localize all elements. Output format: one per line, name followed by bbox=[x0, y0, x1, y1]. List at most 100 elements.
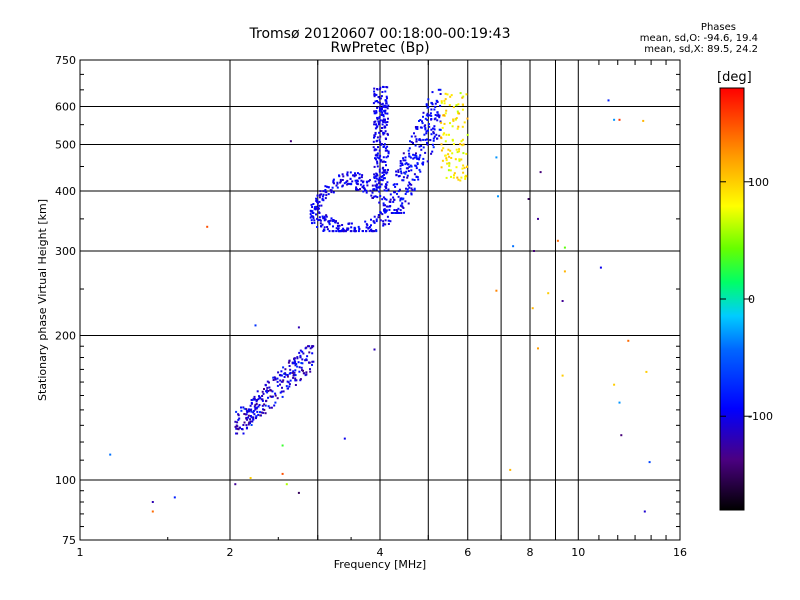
y-tick-label: 750 bbox=[55, 54, 76, 67]
cluster-point bbox=[441, 159, 444, 162]
cluster-point bbox=[462, 152, 465, 155]
cluster-point bbox=[379, 178, 382, 181]
cluster-point bbox=[384, 147, 387, 150]
cluster-point bbox=[325, 191, 328, 194]
cluster-point bbox=[277, 371, 280, 374]
cluster-point bbox=[404, 193, 407, 195]
cluster-point bbox=[317, 208, 319, 211]
cluster-point bbox=[379, 141, 382, 144]
cluster-point bbox=[425, 114, 428, 117]
x-axis-label: Frequency [MHz] bbox=[334, 558, 426, 571]
cluster-point bbox=[376, 165, 379, 168]
cluster-point bbox=[412, 157, 415, 160]
cluster-point bbox=[283, 376, 286, 378]
cluster-point bbox=[316, 226, 319, 228]
cluster-point bbox=[417, 157, 419, 160]
cluster-point bbox=[407, 202, 410, 205]
cluster-point bbox=[421, 120, 423, 123]
cluster-point bbox=[392, 200, 395, 203]
x-tick-label: 4 bbox=[377, 546, 384, 559]
cluster-point bbox=[324, 185, 327, 188]
cluster-point bbox=[430, 114, 433, 117]
cluster-point bbox=[415, 140, 418, 143]
cluster-point bbox=[415, 127, 418, 130]
cluster-point bbox=[378, 131, 381, 134]
cluster-point bbox=[386, 97, 388, 100]
cluster-point bbox=[416, 126, 419, 128]
cluster-point bbox=[341, 179, 344, 181]
data-points bbox=[109, 85, 651, 513]
cluster-point bbox=[387, 117, 389, 120]
cluster-point bbox=[383, 132, 386, 135]
cluster-point bbox=[378, 123, 380, 126]
cluster-point bbox=[252, 397, 255, 400]
cluster-point bbox=[328, 221, 331, 224]
cluster-point bbox=[376, 154, 379, 157]
cluster-point bbox=[454, 118, 457, 121]
cluster-point bbox=[376, 136, 379, 139]
cluster-point bbox=[382, 169, 385, 172]
cluster-point bbox=[383, 189, 386, 192]
cluster-point bbox=[255, 415, 258, 418]
cluster-point bbox=[401, 205, 404, 208]
cluster-point bbox=[350, 222, 353, 225]
cluster-point bbox=[294, 384, 297, 386]
cluster-point bbox=[457, 178, 460, 181]
cluster-point bbox=[313, 219, 316, 222]
cluster-point bbox=[430, 118, 433, 120]
cluster-point bbox=[371, 196, 374, 199]
cluster-point bbox=[363, 187, 366, 190]
cluster-point bbox=[377, 214, 380, 216]
cluster-point bbox=[259, 396, 262, 399]
cluster-point bbox=[313, 221, 316, 224]
cluster-point bbox=[357, 189, 360, 191]
cluster-point bbox=[364, 220, 367, 223]
cluster-point bbox=[362, 184, 365, 187]
cluster-point bbox=[253, 413, 256, 416]
scatter-point bbox=[618, 401, 621, 404]
cluster-point bbox=[373, 221, 376, 224]
cluster-point bbox=[323, 215, 326, 218]
cluster-point bbox=[330, 217, 333, 220]
cluster-point bbox=[417, 178, 420, 181]
cluster-point bbox=[310, 210, 313, 213]
cluster-point bbox=[369, 189, 372, 192]
cluster-point bbox=[236, 421, 239, 424]
cluster-point bbox=[261, 399, 264, 402]
cluster-point bbox=[419, 154, 422, 157]
cluster-point bbox=[413, 189, 416, 192]
cluster-point bbox=[458, 150, 460, 153]
cluster-point bbox=[383, 143, 386, 146]
cluster-point bbox=[376, 183, 379, 186]
chart-title: Tromsø 20120607 00:18:00-00:19:43 bbox=[249, 26, 511, 42]
cluster-point bbox=[335, 184, 338, 187]
cluster-point bbox=[248, 408, 250, 411]
cluster-point bbox=[375, 126, 378, 129]
cluster-point bbox=[444, 92, 447, 95]
cluster-point bbox=[386, 205, 389, 208]
cluster-point bbox=[459, 92, 462, 95]
cluster-point bbox=[372, 102, 375, 105]
cluster-point bbox=[387, 104, 390, 107]
cluster-point bbox=[450, 94, 453, 97]
cluster-point bbox=[372, 220, 375, 223]
cluster-point bbox=[325, 194, 328, 197]
cluster-point bbox=[384, 149, 387, 152]
cluster-point bbox=[297, 361, 300, 364]
cluster-point bbox=[381, 179, 384, 182]
cluster-point bbox=[309, 213, 312, 216]
cluster-point bbox=[332, 178, 335, 181]
cluster-point bbox=[371, 191, 374, 194]
cluster-point bbox=[295, 363, 298, 365]
cluster-point bbox=[243, 413, 246, 415]
cluster-point bbox=[373, 95, 376, 98]
cluster-point bbox=[418, 168, 421, 171]
cluster-point bbox=[358, 227, 361, 230]
cluster-point bbox=[386, 107, 389, 110]
cluster-point bbox=[401, 202, 404, 205]
cluster-point bbox=[419, 119, 422, 121]
cluster-point bbox=[331, 186, 334, 189]
cluster-point bbox=[309, 370, 312, 373]
cluster-point bbox=[403, 171, 406, 174]
cluster-point bbox=[298, 370, 301, 373]
